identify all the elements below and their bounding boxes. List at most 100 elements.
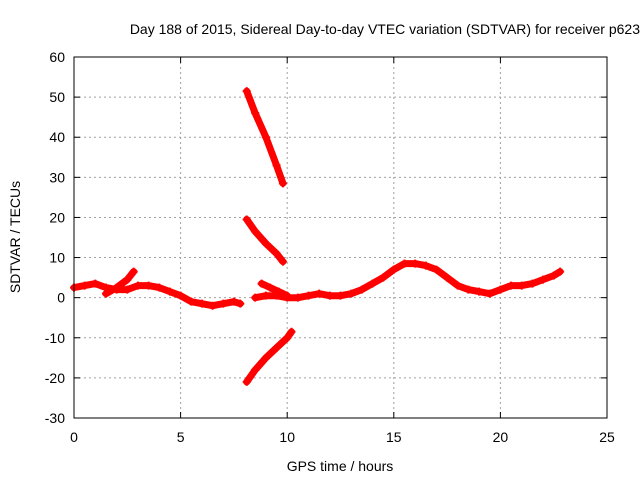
series-arc-high	[242, 87, 287, 188]
data-point	[336, 291, 345, 300]
data-point	[421, 261, 430, 270]
data-point	[272, 161, 281, 170]
data-point	[283, 333, 292, 342]
data-point	[315, 289, 324, 298]
data-point	[219, 299, 228, 308]
data-point	[251, 293, 260, 302]
data-point	[400, 259, 409, 268]
data-point	[91, 279, 100, 288]
data-point	[197, 299, 206, 308]
axis-tick-labels: -30 -20 -10 0 10 20 30 40 50 60 0 5 10 15 20 25	[45, 49, 615, 445]
axis-ticks	[73, 56, 608, 419]
x-tick-label: 25	[599, 429, 615, 445]
y-tick-label: -10	[45, 330, 65, 346]
data-point	[187, 297, 196, 306]
y-tick-label: 20	[49, 209, 65, 225]
data-point	[453, 281, 462, 290]
data-point	[293, 293, 302, 302]
data-point	[257, 279, 266, 288]
data-point	[229, 297, 238, 306]
data-point	[261, 133, 270, 142]
data-series	[70, 87, 565, 386]
series-band	[102, 268, 138, 298]
series-arc-mid	[242, 215, 287, 266]
data-point	[443, 273, 452, 282]
series-band	[258, 280, 291, 300]
data-point	[517, 281, 526, 290]
plot-frame	[73, 56, 608, 419]
data-point	[176, 291, 185, 300]
data-point	[133, 281, 142, 290]
data-point	[251, 227, 260, 236]
x-tick-label: 0	[70, 429, 78, 445]
data-point	[80, 281, 89, 290]
data-point	[251, 109, 260, 118]
data-point	[556, 267, 565, 276]
data-point	[242, 215, 251, 224]
chart-title: Day 188 of 2015, Sidereal Day-to-day VTE…	[130, 21, 640, 37]
data-point	[112, 283, 121, 292]
data-point	[304, 291, 313, 300]
data-point	[368, 279, 377, 288]
data-point	[129, 267, 138, 276]
data-point	[123, 275, 132, 284]
data-point	[236, 299, 245, 308]
y-tick-label: 0	[57, 290, 65, 306]
data-point	[155, 283, 164, 292]
series-arc-negative	[242, 327, 296, 386]
y-tick-label: 60	[49, 49, 65, 65]
data-point	[389, 265, 398, 274]
y-tick-label: -30	[45, 410, 65, 426]
data-point	[242, 377, 251, 386]
x-axis-label: GPS time / hours	[287, 458, 394, 474]
data-point	[287, 327, 296, 336]
data-point	[411, 259, 420, 268]
y-tick-label: 50	[49, 89, 65, 105]
data-point	[507, 281, 516, 290]
data-point	[208, 301, 217, 310]
data-point	[283, 291, 292, 300]
y-tick-label: 40	[49, 129, 65, 145]
data-point	[347, 289, 356, 298]
data-point	[278, 179, 287, 188]
data-point	[272, 343, 281, 352]
y-tick-label: -20	[45, 370, 65, 386]
data-point	[261, 291, 270, 300]
data-point	[528, 279, 537, 288]
data-point	[464, 285, 473, 294]
data-point	[266, 283, 275, 292]
data-point	[432, 265, 441, 274]
data-point	[475, 287, 484, 296]
series-arc-small	[257, 279, 292, 300]
data-point	[325, 291, 334, 300]
data-point	[496, 285, 505, 294]
data-point	[274, 287, 283, 296]
data-point	[485, 289, 494, 298]
data-point	[123, 285, 132, 294]
x-tick-label: 15	[386, 429, 402, 445]
data-point	[251, 365, 260, 374]
data-point	[539, 275, 548, 284]
y-axis-label: SDTVAR / TECUs	[7, 181, 23, 293]
x-tick-label: 10	[279, 429, 295, 445]
data-point	[144, 281, 153, 290]
series-trace-after-gap	[251, 259, 565, 302]
data-point	[242, 87, 251, 96]
data-point	[261, 353, 270, 362]
series-main-trace	[70, 279, 245, 310]
data-point	[549, 271, 558, 280]
data-point	[261, 239, 270, 248]
data-point	[379, 273, 388, 282]
x-tick-label: 20	[493, 429, 509, 445]
series-arc-rising-early	[101, 267, 138, 298]
x-tick-label: 5	[177, 429, 185, 445]
data-point	[278, 257, 287, 266]
data-point	[165, 287, 174, 296]
data-point	[357, 285, 366, 294]
y-tick-label: 10	[49, 250, 65, 266]
data-point	[272, 249, 281, 258]
data-point	[101, 289, 110, 298]
y-tick-label: 30	[49, 169, 65, 185]
